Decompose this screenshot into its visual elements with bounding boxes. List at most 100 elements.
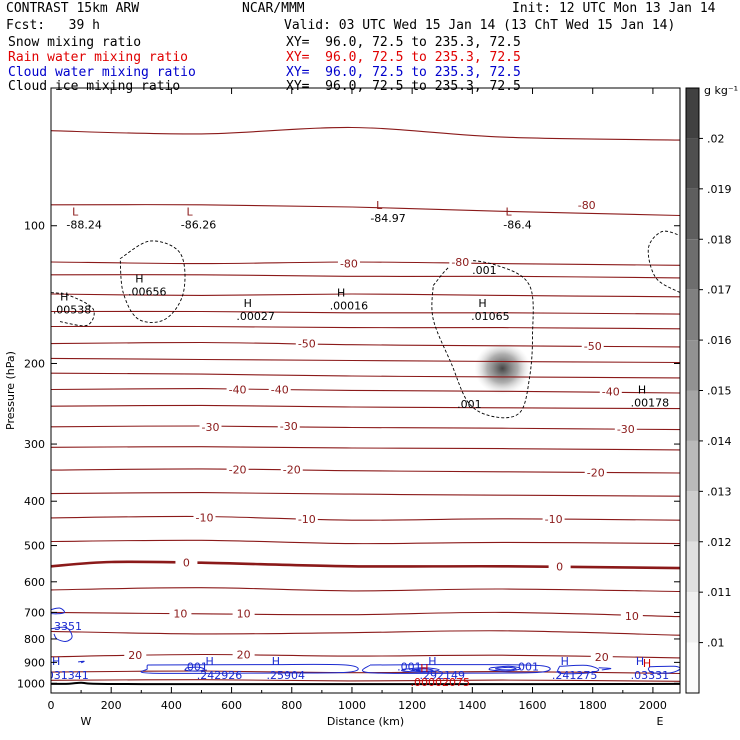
high-marker: H xyxy=(244,297,252,310)
cloud-water-contour xyxy=(488,665,522,672)
contour-label: 20 xyxy=(595,651,609,664)
colorbar-swatch xyxy=(686,642,699,693)
high-marker: H xyxy=(478,297,486,310)
cloud-water-high-value: .031341 xyxy=(43,669,89,682)
cloud-water-contour xyxy=(495,666,517,671)
ice-contour-label: .001 xyxy=(472,264,497,277)
rain-high-marker: H xyxy=(420,662,428,675)
contour-label-bg xyxy=(295,512,318,525)
contour-label: 0 xyxy=(556,561,563,574)
x-tick-label: 200 xyxy=(101,699,122,712)
colorbar-tick-label: .017 xyxy=(707,284,732,297)
cloud-water-high-marker: H xyxy=(561,655,569,668)
contour-label: -20 xyxy=(283,464,301,477)
cloud-ice-contour xyxy=(119,240,186,323)
contour-label: -10 xyxy=(545,513,563,526)
x-tick-label: 1000 xyxy=(338,699,366,712)
temperature-contour xyxy=(51,670,680,675)
colorbar-swatch xyxy=(686,88,699,139)
cloud-ice-shading xyxy=(474,342,531,395)
contour-label: 0 xyxy=(183,557,190,570)
surface-line xyxy=(51,681,680,686)
contour-label: 20 xyxy=(128,649,142,662)
x-tick-label: 1200 xyxy=(398,699,426,712)
field-snow-xy: XY= 96.0, 72.5 to 235.3, 72.5 xyxy=(286,35,521,50)
x-tick-label: 1400 xyxy=(458,699,486,712)
model-title: CONTRAST 15km ARW xyxy=(6,1,140,16)
rain-high-marker: H xyxy=(643,657,651,670)
contour-label-bg xyxy=(542,512,565,525)
temperature-contour xyxy=(51,560,680,570)
high-value: .01065 xyxy=(471,310,510,323)
high-marker: H xyxy=(337,286,345,299)
cloud-ice-contour xyxy=(51,292,95,327)
field-cloudwater-name: Cloud water mixing ratio xyxy=(8,65,196,80)
contour-label: -80 xyxy=(578,199,596,212)
cloud-water-contour xyxy=(362,664,551,674)
low-marker: L xyxy=(72,206,79,219)
temperature-contour xyxy=(51,679,680,682)
colorbar-swatch xyxy=(686,289,699,341)
contour-label: 10 xyxy=(237,608,251,621)
cloud-water-contour xyxy=(410,668,434,672)
y-axis-title: Pressure (hPa) xyxy=(4,351,17,430)
temperature-contour xyxy=(51,372,680,379)
y-tick-label: 400 xyxy=(24,495,45,508)
y-tick-label: 200 xyxy=(24,357,45,370)
y-tick-label: 100 xyxy=(24,220,45,233)
field-cloudwater-xy: XY= 96.0, 72.5 to 235.3, 72.5 xyxy=(286,65,521,80)
contour-label-bg xyxy=(599,385,622,398)
temperature-contour xyxy=(51,611,680,618)
cloud-water-high-marker: H xyxy=(206,655,214,668)
low-value: -86.4 xyxy=(503,219,531,232)
colorbar-tick-label: .02 xyxy=(707,132,725,145)
ice-contour-label: .001 xyxy=(457,398,482,411)
x-tick-label: 400 xyxy=(161,699,182,712)
temperature-contour xyxy=(51,446,680,451)
x-tick-label: 2000 xyxy=(639,699,667,712)
colorbar-swatch xyxy=(686,440,699,492)
contour-label-bg xyxy=(232,607,255,620)
east-label: E xyxy=(657,715,664,728)
x-tick-label: 600 xyxy=(221,699,242,712)
contour-label: -30 xyxy=(202,421,220,434)
high-value: .00027 xyxy=(236,310,275,323)
temperature-contour xyxy=(51,341,680,348)
contour-label-bg xyxy=(193,511,216,524)
contour-label-bg xyxy=(199,420,222,433)
init-time: Init: 12 UTC Mon 13 Jan 14 xyxy=(512,1,716,16)
field-cloudice-name: Cloud ice mixing ratio xyxy=(8,79,181,94)
colorbar-unit: g kg⁻¹ xyxy=(704,84,738,97)
cloud-water-high-value: .292149 xyxy=(419,669,465,682)
contour-label: -80 xyxy=(451,256,469,269)
x-tick-label: 1800 xyxy=(579,699,607,712)
colorbar-tick-label: .019 xyxy=(707,183,732,196)
contour-label-bg xyxy=(337,257,360,270)
cloud-water-contour xyxy=(78,660,85,664)
high-marker: H xyxy=(135,272,143,285)
contour-label-bg xyxy=(277,420,300,433)
colorbar-tick-label: .014 xyxy=(707,435,732,448)
contour-label-bg xyxy=(449,255,472,268)
cloud-water-high-value: .25904 xyxy=(266,669,305,682)
y-tick-label: 1000 xyxy=(17,677,45,690)
contour-label: -20 xyxy=(229,464,247,477)
contour-label: -50 xyxy=(584,340,602,353)
temperature-contour xyxy=(51,404,680,410)
contour-label: -20 xyxy=(587,466,605,479)
cloud-water-high-value: .241275 xyxy=(552,669,598,682)
temperature-contour xyxy=(51,630,680,636)
field-rain-name: Rain water mixing ratio xyxy=(8,50,189,65)
contour-label-bg xyxy=(226,383,249,396)
x-tick-label: 800 xyxy=(281,699,302,712)
contour-label: -40 xyxy=(602,385,620,398)
contour-label: -30 xyxy=(280,420,298,433)
contour-label-bg xyxy=(614,422,637,435)
contour-label-bg xyxy=(232,648,255,661)
plot-frame xyxy=(50,87,681,694)
contour-label: -40 xyxy=(229,384,247,397)
field-cloudice-xy: XY= 96.0, 72.5 to 235.3, 72.5 xyxy=(286,79,521,94)
cloud-ice-contour xyxy=(647,230,680,293)
contour-label: -40 xyxy=(271,384,289,397)
